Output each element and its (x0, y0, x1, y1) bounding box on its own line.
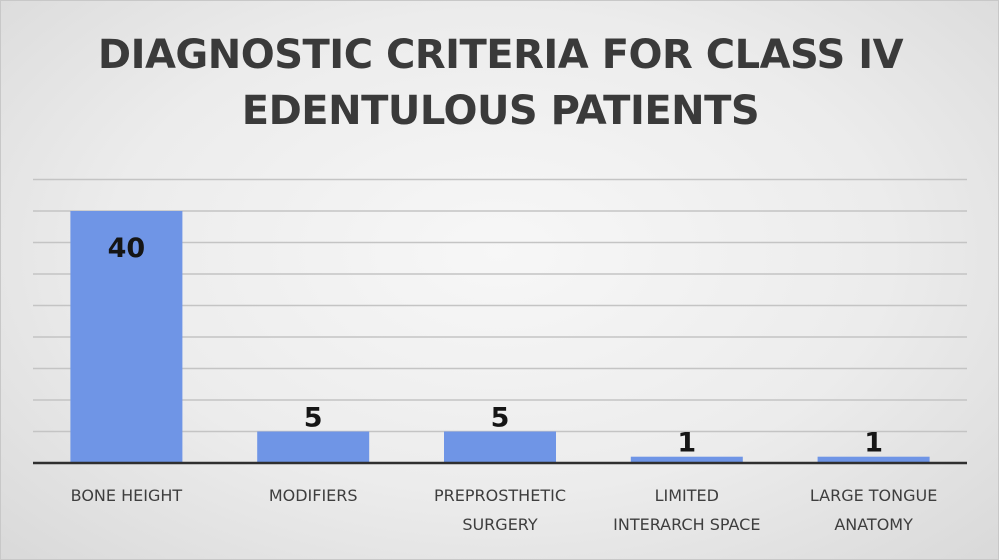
bar (70, 211, 183, 463)
bar (630, 456, 743, 463)
category-label: LARGE TONGUE (810, 486, 938, 505)
chart-title-line-1: DIAGNOSTIC CRITERIA FOR CLASS IV (97, 32, 904, 78)
data-label: 5 (491, 403, 510, 434)
category-label: INTERARCH SPACE (613, 515, 760, 534)
bar (257, 431, 370, 463)
bar (444, 431, 556, 463)
bars (70, 211, 930, 463)
category-label: PREPROSTHETIC (434, 486, 566, 505)
category-label: ANATOMY (834, 515, 913, 534)
data-label: 40 (108, 233, 146, 264)
chart-title: DIAGNOSTIC CRITERIA FOR CLASS IV EDENTUL… (1, 27, 999, 139)
data-label: 5 (304, 403, 323, 434)
category-label: LIMITED (655, 486, 719, 505)
gridlines (33, 178, 967, 433)
data-label: 1 (864, 428, 883, 459)
bar (817, 456, 930, 463)
category-labels: BONE HEIGHT MODIFIERS PREPROSTHETIC SURGERY… (71, 486, 938, 534)
category-label: SURGERY (462, 515, 538, 534)
category-label: BONE HEIGHT (71, 486, 183, 505)
chart-title-line-2: EDENTULOUS PATIENTS (241, 88, 760, 134)
data-labels: 40 5 5 1 1 (108, 233, 883, 459)
category-label: MODIFIERS (269, 486, 358, 505)
data-label: 1 (677, 428, 696, 459)
